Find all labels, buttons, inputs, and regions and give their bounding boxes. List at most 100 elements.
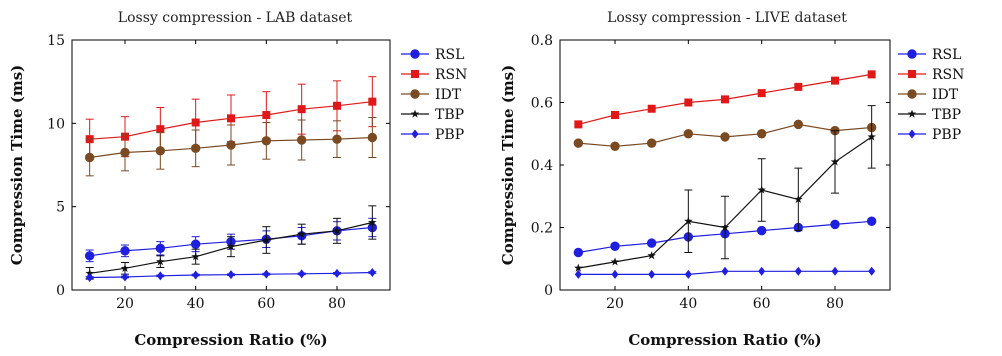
x-tick-label: 40: [187, 296, 205, 312]
data-point: [684, 216, 693, 225]
data-point: [332, 134, 342, 144]
series-idt: [84, 117, 378, 177]
data-point: [120, 246, 130, 256]
legend-entry: IDT: [932, 87, 959, 103]
data-point: [574, 120, 583, 129]
data-point: [191, 252, 200, 261]
data-point: [648, 269, 656, 279]
data-point: [647, 104, 656, 113]
legend-marker: [410, 49, 420, 59]
data-point: [831, 266, 839, 276]
data-point: [297, 105, 306, 114]
legend-entry: RSL: [435, 47, 464, 63]
data-point: [573, 138, 584, 148]
data-point: [190, 239, 201, 249]
data-point: [368, 218, 377, 227]
data-point: [794, 266, 802, 276]
legend-entry: TBP: [932, 107, 961, 123]
y-axis-label: Compression Time (ms): [8, 65, 26, 265]
data-point: [867, 70, 876, 79]
legend-entry: PBP: [435, 127, 464, 143]
legend-marker: [411, 129, 419, 139]
legend-marker: [410, 109, 420, 118]
data-point: [262, 269, 270, 279]
data-point: [611, 111, 619, 119]
data-point: [298, 269, 306, 279]
legend: RSL RSN IDT TBP PBP: [401, 47, 467, 143]
data-point: [367, 132, 378, 143]
data-point: [830, 157, 840, 166]
y-tick-label: 5: [56, 200, 65, 216]
y-tick-label: 0.8: [531, 33, 553, 49]
data-point: [610, 257, 620, 266]
legend-marker: [908, 129, 916, 139]
data-point: [333, 101, 341, 110]
data-point: [683, 129, 694, 139]
data-point: [368, 268, 376, 277]
data-point: [226, 242, 236, 251]
data-point: [368, 97, 377, 106]
data-point: [610, 141, 620, 151]
data-point: [757, 185, 766, 194]
data-point: [573, 247, 584, 258]
data-point: [227, 114, 235, 123]
data-point: [155, 146, 166, 156]
series-idt: [573, 119, 877, 151]
y-tick-label: 0.2: [531, 221, 553, 237]
data-point: [191, 118, 200, 127]
series-rsn: [574, 70, 876, 129]
data-point: [574, 263, 583, 272]
data-point: [261, 136, 272, 146]
series-tbp: [574, 105, 876, 272]
y-tick-label: 15: [47, 33, 65, 49]
data-point: [720, 223, 730, 232]
legend-marker: [410, 89, 420, 99]
data-point: [793, 119, 804, 130]
legend-entry: RSL: [932, 47, 961, 63]
data-point: [721, 95, 729, 104]
data-point: [794, 194, 803, 204]
chart-title: Lossy compression - LAB dataset: [118, 10, 353, 26]
y-tick-label: 10: [47, 116, 65, 132]
series-tbp: [85, 205, 377, 280]
data-point: [721, 266, 729, 276]
legend-entry: PBP: [932, 127, 961, 143]
chart-title: Lossy compression - LIVE dataset: [607, 10, 847, 26]
data-point: [830, 219, 840, 230]
x-tick-label: 20: [606, 296, 624, 312]
data-point: [297, 229, 306, 238]
data-point: [757, 89, 766, 98]
data-point: [86, 273, 94, 282]
data-point: [684, 269, 692, 279]
x-tick-label: 60: [257, 296, 275, 312]
data-point: [574, 269, 582, 279]
data-point: [758, 266, 766, 276]
x-tick-label: 80: [826, 296, 844, 312]
y-axis-label: Compression Time (ms): [499, 65, 517, 265]
data-point: [794, 82, 803, 91]
x-axis-label: Compression Ratio (%): [134, 331, 327, 349]
legend-entry: IDT: [435, 87, 462, 103]
data-point: [611, 269, 619, 279]
data-point: [85, 268, 94, 277]
x-axis-label: Compression Ratio (%): [628, 331, 821, 349]
series-pbp: [574, 266, 876, 279]
data-point: [192, 270, 200, 280]
y-tick-label: 0: [56, 283, 65, 299]
data-point: [156, 271, 164, 281]
data-point: [120, 263, 130, 272]
data-point: [646, 238, 657, 248]
data-point: [227, 270, 235, 280]
data-point: [84, 152, 95, 163]
y-tick-label: 0: [544, 283, 553, 299]
data-point: [333, 268, 341, 278]
data-point: [121, 272, 129, 282]
legend-entry: RSN: [932, 67, 964, 83]
legend-entry: RSN: [435, 67, 467, 83]
chart-lab: Lossy compression - LAB dataset 20 40 60 80 0…: [8, 10, 467, 349]
legend-marker: [907, 109, 917, 118]
y-tick-label: 0.4: [531, 158, 553, 174]
plot-frame: [71, 39, 391, 291]
data-point: [867, 132, 876, 141]
